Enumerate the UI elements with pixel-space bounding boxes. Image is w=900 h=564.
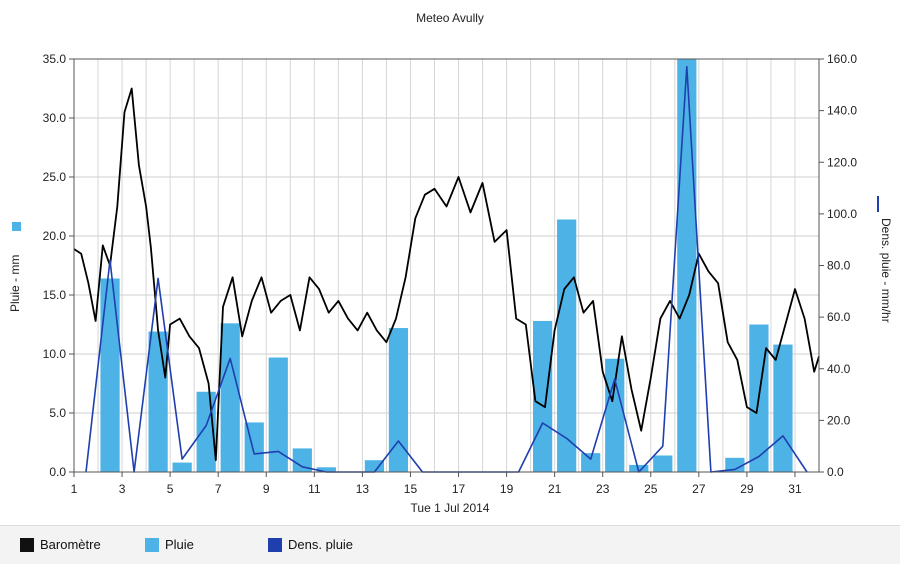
y-tick-label-left: 15.0	[43, 288, 67, 302]
y-tick-label-right: 0.0	[827, 465, 844, 479]
legend-swatch-barometre	[20, 537, 34, 552]
rain-bar	[316, 467, 336, 472]
legend-label: Baromètre	[40, 537, 101, 552]
rain-bar	[172, 462, 192, 472]
legend-label: Pluie	[165, 537, 194, 552]
y-tick-label-right: 20.0	[827, 413, 851, 427]
x-tick-label: 23	[596, 482, 610, 496]
y-tick-label-right: 140.0	[827, 104, 857, 118]
rain-bar	[220, 323, 240, 472]
x-tick-label: 5	[167, 482, 174, 496]
rain-bar	[100, 278, 120, 472]
rain-bar	[148, 331, 168, 472]
x-tick-label: 13	[356, 482, 370, 496]
x-tick-label: 9	[263, 482, 270, 496]
y-tick-label-right: 120.0	[827, 155, 857, 169]
x-tick-label: 29	[740, 482, 754, 496]
left-axis-swatch	[12, 222, 21, 231]
legend-label: Dens. pluie	[288, 537, 354, 552]
x-tick-label: 25	[644, 482, 658, 496]
rain-bar	[629, 464, 649, 472]
axes	[69, 58, 824, 477]
y-axis-left-label: Pluie - mm	[8, 255, 22, 312]
x-tick-label: 15	[404, 482, 418, 496]
y-tick-label-right: 100.0	[827, 207, 857, 221]
legend-item-dens-pluie: Dens. pluie	[268, 537, 353, 552]
y-tick-label-left: 5.0	[49, 406, 66, 420]
rain-bar	[557, 219, 577, 472]
x-tick-label: 3	[119, 482, 126, 496]
tick-labels: 0.0 5.0 10.0 15.0 20.0 25.0 30.0 35.0 0.0 20.0 40.…	[43, 52, 858, 496]
rain-bar	[388, 328, 409, 472]
y-tick-label-left: 0.0	[49, 465, 66, 479]
x-tick-label: 31	[788, 482, 802, 496]
legend-swatch-pluie	[145, 537, 159, 552]
y-tick-label-right: 80.0	[827, 259, 851, 273]
x-axis-label: Tue 1 Jul 2014	[411, 501, 490, 515]
legend-item-barometre: Baromètre	[20, 537, 101, 552]
rain-bar	[364, 460, 385, 472]
x-tick-label: 21	[548, 482, 562, 496]
rain-bar	[725, 457, 745, 472]
y-tick-label-right: 160.0	[827, 52, 857, 66]
rain-bar	[605, 358, 625, 472]
y-tick-label-left: 25.0	[43, 170, 67, 184]
x-tick-label: 11	[308, 482, 321, 496]
rain-bar	[292, 448, 312, 472]
y-tick-label-left: 20.0	[43, 229, 67, 243]
x-tick-label: 17	[452, 482, 466, 496]
rain-bar	[677, 59, 697, 472]
x-tick-label: 1	[71, 482, 78, 496]
legend-swatch-dens-pluie	[268, 537, 282, 552]
y-axis-right-label: Dens. pluie - mm/hr	[879, 218, 893, 323]
y-tick-label-left: 30.0	[43, 111, 67, 125]
y-tick-label-right: 40.0	[827, 362, 851, 376]
rain-bar	[773, 344, 793, 472]
y-tick-label-right: 60.0	[827, 310, 851, 324]
rain-bar	[581, 453, 601, 472]
x-tick-label: 27	[692, 482, 706, 496]
chart-title: Meteo Avully	[416, 11, 484, 25]
rain-bar	[268, 357, 288, 472]
chart-canvas: Meteo Avully 0.05.010.015.020.025.030.03…	[8, 11, 893, 515]
y-tick-label-left: 10.0	[43, 347, 67, 361]
rain-bar	[653, 455, 673, 472]
y-tick-label-left: 35.0	[43, 52, 67, 66]
legend: Baromètre Pluie Dens. pluie	[0, 525, 900, 564]
x-tick-label: 7	[215, 482, 222, 496]
x-tick-label: 19	[500, 482, 514, 496]
legend-item-pluie: Pluie	[145, 537, 194, 552]
rain-bar	[533, 320, 553, 472]
